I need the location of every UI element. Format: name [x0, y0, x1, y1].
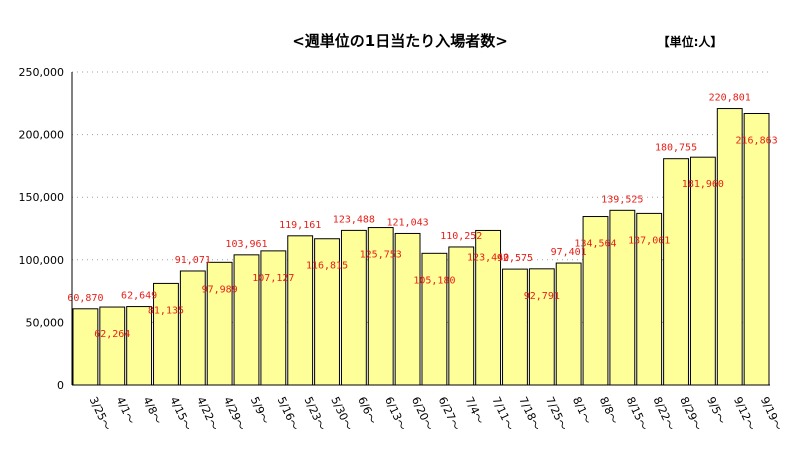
- data-label: 137,061: [628, 235, 670, 246]
- data-label: 97,989: [202, 284, 238, 295]
- x-tick-label: 8/22～: [650, 395, 677, 433]
- x-tick-label: 7/11～: [489, 395, 516, 433]
- x-tick-label: 5/9～: [248, 395, 272, 427]
- bar: [314, 238, 340, 386]
- y-axis-ticks: 0 50,000 100,000 150,000 200,000 250,000: [19, 66, 65, 392]
- x-tick-label: 5/16～: [275, 395, 302, 433]
- x-tick-label: 6/20～: [409, 395, 436, 433]
- bar: [689, 156, 716, 386]
- x-tick-label: 7/18～: [516, 395, 543, 433]
- data-label: 81,135: [148, 305, 184, 316]
- data-label: 216,863: [735, 135, 777, 146]
- bar: [153, 282, 179, 386]
- data-label: 121,043: [386, 217, 428, 228]
- x-tick-label: 6/13～: [382, 395, 409, 433]
- data-label: 220,801: [709, 93, 751, 104]
- data-label: 92,575: [497, 253, 533, 264]
- bar: [475, 229, 502, 386]
- y-tick-label: 0: [57, 379, 64, 392]
- x-tick-label: 4/22～: [194, 395, 221, 433]
- data-label: 60,870: [67, 293, 103, 304]
- y-tick-label: 50,000: [26, 316, 65, 329]
- bar: [99, 306, 126, 386]
- x-tick-label: 8/15～: [624, 395, 651, 433]
- data-label: 125,753: [360, 250, 402, 261]
- data-label: 91,071: [175, 255, 211, 266]
- x-tick-label: 7/4～: [463, 395, 487, 427]
- bar: [260, 250, 287, 386]
- data-label: 123,488: [333, 214, 375, 225]
- data-label: 62,264: [94, 329, 130, 340]
- bar: [206, 261, 233, 386]
- x-tick-label: 4/8～: [140, 395, 164, 427]
- unit-label: 【単位:人】: [658, 34, 723, 49]
- data-label: 119,161: [279, 220, 321, 231]
- bar: [609, 209, 636, 386]
- data-labels: 60,870 62,264 62,649 81,135 91,071 97,989 103,…: [67, 93, 777, 340]
- bar: [367, 227, 394, 386]
- data-label: 134,564: [574, 239, 616, 250]
- data-label: 180,755: [655, 143, 697, 154]
- bar: [663, 158, 689, 386]
- bar: [636, 212, 663, 386]
- data-label: 103,961: [225, 239, 267, 250]
- y-tick-label: 250,000: [19, 66, 65, 79]
- data-label: 139,525: [601, 194, 643, 205]
- x-axis-ticks: 3/25～ 4/1～ 4/8～ 4/15～ 4/22～ 4/29～ 5/9～ 5/16～ 5/2…: [87, 395, 785, 433]
- y-tick-label: 100,000: [19, 254, 65, 267]
- bar: [743, 112, 770, 386]
- y-tick-label: 200,000: [19, 129, 65, 142]
- y-tick-label: 150,000: [19, 191, 65, 204]
- bar: [287, 235, 314, 386]
- x-tick-label: 4/1～: [114, 395, 138, 427]
- data-label: 105,180: [413, 275, 455, 286]
- data-label: 97,401: [551, 247, 587, 258]
- bar: [448, 246, 475, 386]
- bar: [555, 262, 582, 386]
- chart-title: <週単位の1日当たり入場者数>: [292, 32, 508, 50]
- bar: [126, 306, 153, 386]
- x-tick-label: 8/8～: [597, 395, 621, 427]
- data-label: 92,791: [524, 291, 560, 302]
- bar: [716, 108, 743, 386]
- bar: [502, 268, 528, 386]
- data-label: 116,815: [306, 261, 348, 272]
- bar: [72, 308, 99, 386]
- x-tick-label: 5/30～: [328, 395, 355, 433]
- x-tick-label: 9/12～: [731, 395, 758, 433]
- x-tick-label: 8/29～: [677, 395, 704, 433]
- x-tick-label: 6/6～: [355, 395, 379, 427]
- data-label: 107,127: [252, 273, 294, 284]
- bar: [528, 268, 555, 386]
- x-tick-label: 5/23～: [301, 395, 328, 433]
- bars: [72, 108, 770, 386]
- x-tick-label: 6/27～: [436, 395, 463, 433]
- x-tick-label: 9/19～: [758, 395, 785, 433]
- x-tick-label: 4/15～: [167, 395, 194, 433]
- data-label: 62,649: [121, 291, 157, 302]
- data-label: 110,252: [440, 231, 482, 242]
- bar: [340, 229, 367, 386]
- data-label: 181,960: [682, 179, 724, 190]
- x-tick-label: 3/25～: [87, 395, 114, 433]
- x-tick-label: 8/1～: [570, 395, 594, 427]
- x-tick-label: 9/5～: [704, 395, 728, 427]
- bar: [582, 216, 609, 386]
- data-label: 123,440: [467, 252, 509, 263]
- x-tick-label: 7/25～: [543, 395, 570, 433]
- bar: [421, 252, 448, 386]
- x-tick-label: 4/29～: [221, 395, 248, 433]
